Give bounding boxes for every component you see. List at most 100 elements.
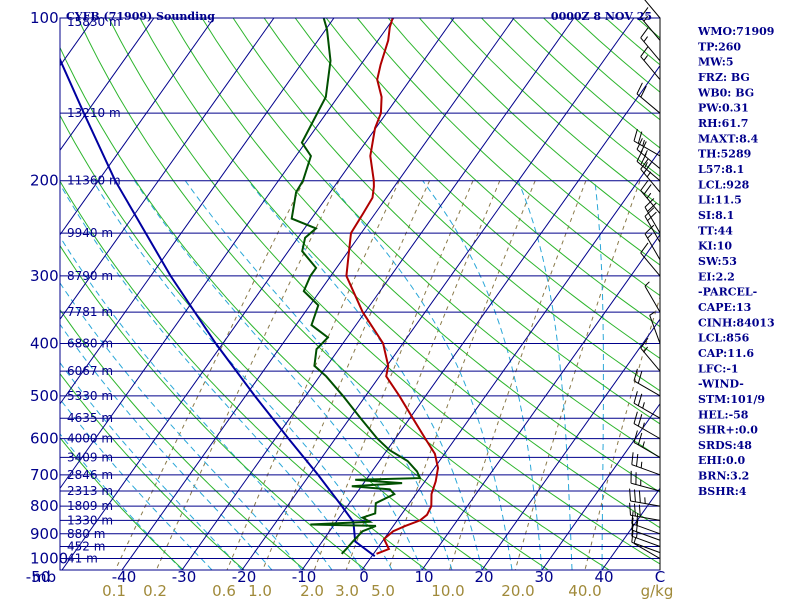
index-label: SRDS:48 (698, 439, 752, 452)
mixing-ratio-tick-label: 0.6 (212, 582, 236, 600)
index-label: TP:260 (698, 40, 741, 53)
dry-adiabat-line (60, 437, 184, 570)
mixing-ratio-axis-labels: 0.1 0.2 0.6 1.0 2.0 3.0 5.0 10.0 20.0 40.0 g/kg (102, 582, 673, 600)
wind-barb (640, 242, 661, 277)
wind-barb (649, 311, 661, 344)
isotherm-line (541, 402, 660, 570)
wind-barb (644, 207, 661, 243)
dewpoint-profile-line (290, 18, 422, 555)
wind-barb (644, 281, 661, 313)
height-label: 41 m (67, 552, 98, 566)
moist-adiabat-line (60, 183, 363, 570)
sounding-time: 0000Z 8 NOV 25 (551, 10, 652, 23)
dry-adiabat-line (139, 18, 660, 529)
mixing-ratio-tick-label: 1.0 (248, 582, 272, 600)
mixing-ratio-line (262, 180, 431, 570)
moist-adiabat-line (60, 323, 273, 570)
index-label: CAP:11.6 (698, 347, 754, 360)
index-label: KI:10 (698, 240, 732, 253)
station-title: CYFB (71909) Sounding (66, 10, 215, 23)
mixing-ratio-line (226, 180, 400, 570)
wind-barb (630, 470, 661, 492)
wind-barb (629, 488, 661, 507)
dry-adiabat-line (60, 308, 306, 570)
pressure-unit-label: mb (32, 568, 56, 586)
temperature-tick-label: -40 (112, 568, 137, 586)
dry-adiabat-line (77, 18, 610, 570)
isotherm-line (481, 318, 660, 570)
height-label: 2313 m (67, 484, 113, 498)
moist-adiabat-line (60, 398, 213, 570)
dry-adiabat-line (60, 372, 245, 570)
pressure-tick-label: 700 (30, 466, 59, 484)
height-label: 7781 m (67, 305, 113, 319)
wind-barb (636, 82, 661, 114)
wind-barb (640, 7, 661, 41)
isotherm-line (60, 18, 155, 152)
pressure-tick-label: 600 (30, 430, 59, 448)
dry-adiabat-line (60, 114, 488, 570)
index-label: RH:61.7 (698, 117, 748, 130)
index-label: HEL:-58 (698, 408, 749, 421)
isotherm-line (60, 18, 215, 236)
index-label: CAPE:13 (698, 301, 751, 314)
moist-adiabat-line (517, 180, 573, 570)
wind-barb (633, 128, 661, 157)
mixing-ratio-line (313, 180, 474, 570)
isotherm-line (60, 18, 275, 321)
mixing-ratio-tick-label: 10.0 (431, 582, 464, 600)
temperature-tick-label: -30 (172, 568, 197, 586)
index-label: WB0: BG (697, 86, 754, 99)
mixing-ratio-tick-label: 20.0 (501, 582, 534, 600)
height-label: 8790 m (67, 269, 113, 283)
index-label: BSHR:4 (698, 485, 747, 498)
index-label: FRZ: BG (698, 71, 750, 84)
index-label: MW:5 (698, 56, 734, 69)
wind-barb (640, 337, 661, 372)
index-label: -WIND- (698, 378, 744, 391)
index-label: BRN:3.2 (698, 470, 749, 483)
height-label: 3409 m (67, 450, 113, 464)
dry-adiabat-line (60, 244, 367, 570)
moist-adiabat-line (60, 236, 333, 570)
pressure-tick-label: 800 (30, 497, 59, 515)
index-label: PW:0.31 (698, 102, 749, 115)
index-label: MAXT:8.4 (698, 132, 759, 145)
index-label: WMO:71909 (697, 25, 774, 38)
temperature-tick-label: -20 (232, 568, 257, 586)
wind-barb (640, 27, 661, 62)
isobars (60, 18, 660, 560)
pressure-tick-label: 500 (30, 387, 59, 405)
index-label: SW:53 (698, 255, 737, 268)
height-label: 6067 m (67, 364, 113, 378)
dry-adiabat-line (325, 18, 660, 328)
isotherm-line (301, 64, 660, 570)
wind-barb (631, 452, 661, 476)
dry-adiabat-line (60, 180, 427, 570)
temperature-tick-label: 20 (474, 568, 493, 586)
index-label: LI:11.5 (698, 194, 742, 207)
dry-adiabat-line (201, 18, 660, 459)
dry-adiabats (60, 18, 660, 570)
temperature-tick-label: 10 (414, 568, 433, 586)
index-label: -PARCEL- (698, 286, 757, 299)
isotherms (60, 18, 660, 570)
wind-barb (644, 0, 661, 19)
mixing-ratio-tick-label: 3.0 (335, 582, 359, 600)
mixing-ratio-line (345, 180, 501, 570)
wind-barb (640, 180, 661, 214)
height-label: 11360 m (67, 174, 121, 188)
thermo-grid (60, 18, 660, 570)
height-label: 452 m (67, 540, 105, 554)
wind-barb (644, 224, 661, 260)
moist-adiabat-line (247, 180, 483, 570)
isotherm-line (421, 233, 660, 570)
temperature-tick-label: 40 (594, 568, 613, 586)
height-label: 5330 m (67, 389, 113, 403)
wind-barb (633, 411, 661, 440)
wind-barb (640, 46, 661, 80)
isotherm-line (241, 18, 635, 570)
index-label: EI:2.2 (698, 270, 735, 283)
